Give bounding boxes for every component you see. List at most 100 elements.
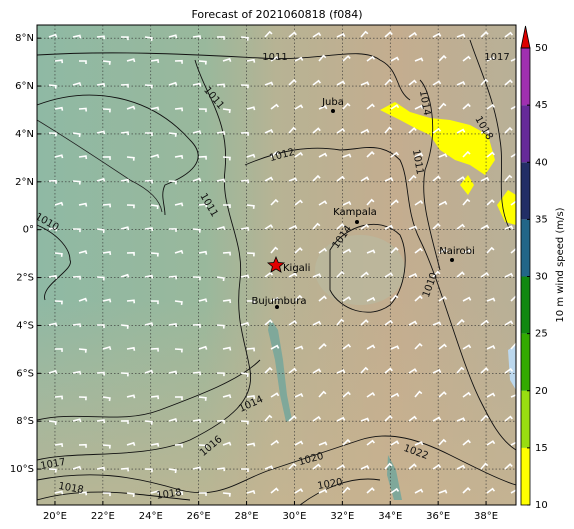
wind-barb [174,300,183,306]
x-tick-label: 22°E [91,511,115,522]
wind-barb [486,487,496,494]
wind-barb [192,82,202,87]
wind-barb [312,368,322,374]
wind-barb [174,154,184,159]
wind-barb [192,323,201,328]
wind-barb [414,295,423,302]
wind-barb [270,151,279,158]
wind-barb [462,439,471,446]
wind-barb [150,106,160,111]
wind-barb [414,390,423,398]
wind-barb [168,417,178,423]
wind-barb [438,489,448,494]
wind-barb [462,296,472,302]
wind-barb [288,31,297,38]
contour [37,94,199,216]
wind-barb [360,464,370,470]
wind-barb [174,59,183,64]
y-tick-label: 2°S [16,273,34,284]
y-tick-label: 8°N [15,33,34,44]
wind-barb [270,344,280,350]
city-marker [275,305,279,309]
wind-barb [216,467,226,472]
wind-barb [390,294,399,302]
city-label: Kampala [333,207,377,218]
wind-barb [216,324,225,329]
wind-barb [480,78,489,86]
lake [387,455,402,500]
wind-barb [48,322,58,327]
wind-barb [366,391,376,398]
contour [469,39,511,231]
wind-barb [480,176,490,182]
wind-barb [336,416,346,422]
colorbar-tick-label: 50 [535,43,548,54]
wind-barb [456,464,466,470]
wind-barb [510,57,516,62]
wind-barb [480,129,490,134]
wind-barb [102,108,111,113]
wind-barb [48,132,57,137]
wind-barb [456,80,466,86]
wind-barb [246,442,256,447]
wind-barb [120,131,130,136]
wind-barb [288,415,297,422]
wind-barb [438,54,447,62]
wind-barb [366,198,375,206]
y-tick-label: 10°S [10,464,34,475]
wind-barb [96,35,106,40]
wind-barb [48,274,58,279]
wind-barb [456,366,465,374]
colorbar: 10 15 20 25 30 35 40 45 50 [520,25,548,511]
wind-barb [390,392,400,398]
wind-barb [264,319,273,326]
wind-barb [456,417,466,422]
wind-barb [384,126,393,134]
wind-barb [198,396,207,401]
wind-barb [240,131,249,136]
wind-barb [120,420,129,424]
city-marker [331,109,335,113]
wind-barb [288,367,297,374]
city-label: Nairobi [439,246,475,257]
wind-barb [240,274,250,279]
wind-barb [48,84,57,89]
wind-barb [270,439,280,446]
wind-barb [174,491,184,496]
wind-barb [414,152,424,158]
contour [37,435,516,494]
wind-barb [54,59,64,64]
wind-barb [456,318,465,326]
wind-barb [48,33,58,38]
wind-barb [198,444,207,449]
colorbar-tick-label: 15 [535,443,548,454]
wind-barb [294,440,304,446]
wind-barb [312,79,322,86]
contour [299,478,381,505]
contour [37,59,252,461]
wind-barb [126,394,136,399]
wind-barb [360,319,369,326]
wind-barb [144,322,154,327]
wind-barb [246,204,255,209]
wind-barb [390,56,400,62]
wind-barb [198,155,207,160]
map-frame [36,24,517,506]
wind-barb [432,368,442,374]
wind-barb [102,156,111,160]
x-tick-label: 24°E [139,511,163,522]
wind-barb [504,415,513,422]
wind-barb [168,180,177,185]
wind-barb [270,198,279,206]
wind-barb [486,199,495,206]
wind-barb [168,370,178,375]
isobar-label: 1018 [57,481,84,496]
wind-barb [144,36,153,42]
isobar-label: 1011 [410,149,425,176]
wind-barb [54,154,64,159]
x-tick-label: 38°E [474,511,498,522]
wind-barb [270,297,280,302]
wind-barb [486,151,495,158]
colorbar-tick-label: 25 [535,329,548,340]
wind-barb [246,347,256,352]
